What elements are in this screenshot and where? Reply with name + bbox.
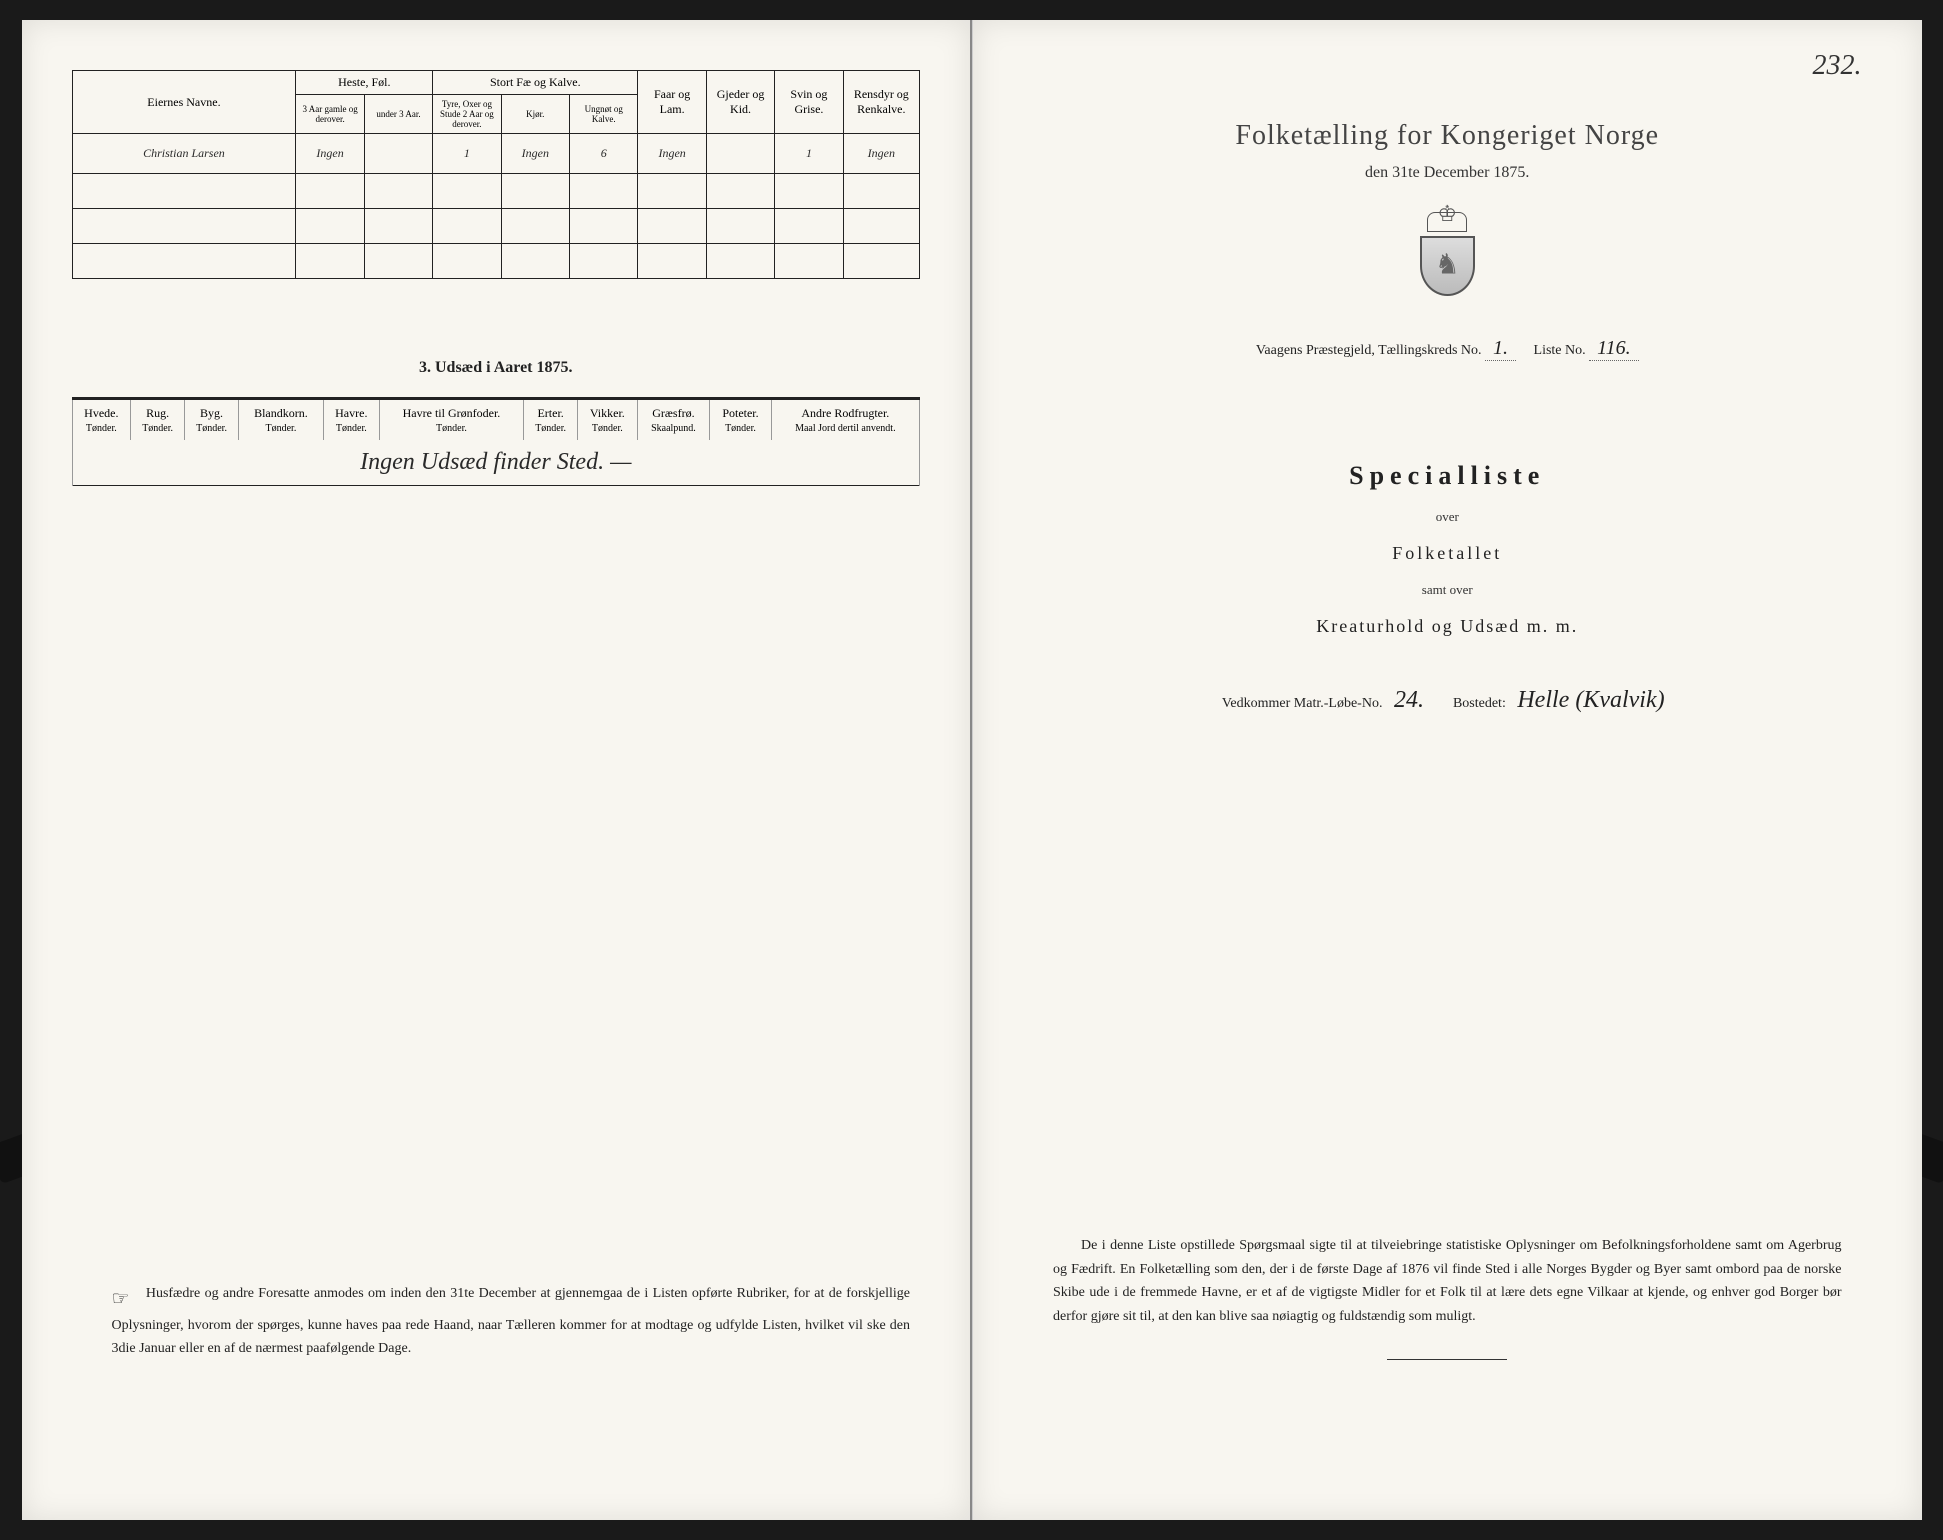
bosted-label: Bostedet: [1453, 696, 1506, 711]
vedkommer-line: Vedkommer Matr.-Løbe-No. 24. Bostedet: H… [1023, 687, 1872, 714]
census-title: Folketælling for Kongeriget Norge [1023, 120, 1872, 152]
th-oats: Havre.Tønder. [323, 399, 379, 440]
th-cattle-bulls: Tyre, Oxer og Stude 2 Aar og derover. [433, 95, 501, 134]
th-goats: Gjeder og Kid. [706, 71, 774, 134]
cell-horses-old: Ingen [296, 134, 364, 174]
th-wheat: Hvede.Tønder. [72, 399, 131, 440]
table-row: Ingen Udsæd finder Sted. — [72, 440, 920, 485]
th-mixed: Blandkorn.Tønder. [239, 399, 324, 440]
cell-horses-young [364, 134, 432, 174]
seed-row-text: Ingen Udsæd finder Sted. — [72, 440, 920, 485]
th-cattle-group: Stort Fæ og Kalve. [433, 71, 638, 95]
folketallet-heading: Folketallet [1023, 543, 1872, 564]
th-reindeer: Rensdyr og Renkalve. [843, 71, 919, 134]
cell-sheep: Ingen [638, 134, 706, 174]
page-number: 232. [1813, 50, 1862, 82]
right-footer: De i denne Liste opstillede Spørgsmaal s… [1053, 1234, 1842, 1360]
over-label: over [1023, 509, 1872, 525]
th-grass-seed: Græsfrø.Skaalpund. [637, 399, 710, 440]
th-owner: Eiernes Navne. [72, 71, 296, 134]
bosted-value: Helle (Kvalvik) [1509, 687, 1672, 714]
samt-over-label: samt over [1023, 582, 1872, 598]
matr-no: 24. [1386, 687, 1432, 714]
th-other: Andre Rodfrugter.Maal Jord dertil anvend… [771, 399, 919, 440]
table-row: Christian Larsen Ingen 1 Ingen 6 Ingen 1… [72, 134, 920, 174]
parish-line: Vaagens Præstegjeld, Tællingskreds No. 1… [1023, 337, 1872, 361]
th-cattle-cows: Kjør. [501, 95, 569, 134]
right-footer-text: De i denne Liste opstillede Spørgsmaal s… [1053, 1238, 1842, 1324]
left-page: Eiernes Navne. Heste, Føl. Stort Fæ og K… [22, 20, 973, 1520]
right-page: 232. Folketælling for Kongeriget Norge d… [972, 20, 1922, 1520]
th-vetches: Vikker.Tønder. [578, 399, 638, 440]
th-peas: Erter.Tønder. [524, 399, 578, 440]
cell-goats [706, 134, 774, 174]
th-barley: Byg.Tønder. [185, 399, 239, 440]
footer-text: Husfædre og andre Foresatte anmodes om i… [112, 1286, 911, 1355]
census-date: den 31te December 1875. [1023, 164, 1872, 182]
seed-table: Hvede.Tønder. Rug.Tønder. Byg.Tønder. Bl… [72, 398, 921, 486]
footer-rule [1387, 1359, 1507, 1360]
pointing-hand-icon: ☞ [112, 1283, 142, 1315]
cell-pigs: 1 [775, 134, 843, 174]
cell-cattle-bulls: 1 [433, 134, 501, 174]
kreds-no: 1. [1485, 337, 1516, 361]
book-spread: Schema B. Eiernes Navne. Heste, Føl. Sto… [22, 20, 1922, 1520]
table-row [72, 174, 920, 209]
kreaturhold-heading: Kreaturhold og Udsæd m. m. [1023, 616, 1872, 637]
liste-label: Liste No. [1534, 343, 1586, 358]
coat-of-arms-icon [1023, 212, 1872, 307]
cell-reindeer: Ingen [843, 134, 919, 174]
th-horses-old: 3 Aar gamle og derover. [296, 95, 364, 134]
table-row [72, 209, 920, 244]
th-cattle-calves: Ungnøt og Kalve. [570, 95, 638, 134]
specialliste-heading: Specialliste [1023, 461, 1872, 491]
th-oats-green: Havre til Grønfoder.Tønder. [379, 399, 523, 440]
cell-cattle-cows: Ingen [501, 134, 569, 174]
table-row [72, 244, 920, 279]
liste-no: 116. [1589, 337, 1639, 361]
left-footer: ☞ Husfædre og andre Foresatte anmodes om… [112, 1283, 911, 1360]
th-pigs: Svin og Grise. [775, 71, 843, 134]
cell-cattle-calves: 6 [570, 134, 638, 174]
th-horses-young: under 3 Aar. [364, 95, 432, 134]
th-potatoes: Poteter.Tønder. [710, 399, 771, 440]
th-sheep: Faar og Lam. [638, 71, 706, 134]
cell-owner: Christian Larsen [72, 134, 296, 174]
th-rye: Rug.Tønder. [131, 399, 185, 440]
vedkommer-label: Vedkommer Matr.-Løbe-No. [1222, 696, 1383, 711]
th-horses-group: Heste, Føl. [296, 71, 433, 95]
livestock-table: Eiernes Navne. Heste, Føl. Stort Fæ og K… [72, 70, 921, 279]
parish-label: Vaagens Præstegjeld, Tællingskreds No. [1256, 343, 1482, 358]
section-title-udsaed: 3. Udsæd i Aaret 1875. [72, 359, 921, 377]
